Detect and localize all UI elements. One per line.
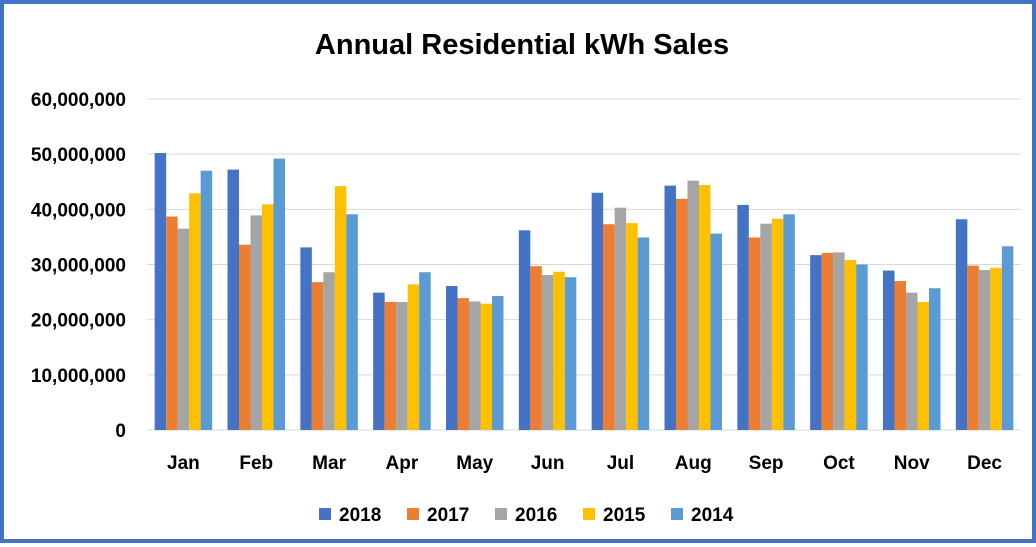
bar-jun-2014 xyxy=(564,277,577,430)
y-tick-label: 60,000,000 xyxy=(31,90,126,111)
bar-oct-2014 xyxy=(856,264,868,430)
bar-may-2014 xyxy=(492,295,504,430)
bar-dec-2014 xyxy=(1001,246,1014,430)
bar-feb-2015 xyxy=(262,204,274,430)
bar-dec-2018 xyxy=(955,219,968,430)
bar-mar-2014 xyxy=(346,214,358,430)
x-tick-label: Jun xyxy=(531,453,565,474)
x-tick-label: Sep xyxy=(749,453,784,474)
bar-apr-2017 xyxy=(384,302,397,430)
bar-oct-2018 xyxy=(810,255,822,430)
bar-mar-2015 xyxy=(334,186,347,430)
y-tick-label: 40,000,000 xyxy=(31,200,126,221)
legend-label: 2014 xyxy=(691,505,734,526)
legend-label: 2015 xyxy=(603,505,646,526)
x-tick-label: Dec xyxy=(967,453,1002,474)
bar-mar-2018 xyxy=(300,247,312,430)
bar-dec-2015 xyxy=(990,267,1002,430)
bar-jan-2016 xyxy=(177,228,190,430)
x-tick-label: Nov xyxy=(894,453,930,474)
bar-nov-2017 xyxy=(894,281,906,430)
bar-jul-2018 xyxy=(591,192,604,430)
bars xyxy=(154,153,1014,430)
bar-dec-2017 xyxy=(967,265,979,430)
bar-may-2017 xyxy=(457,298,469,430)
bar-may-2016 xyxy=(469,301,481,430)
bar-apr-2016 xyxy=(396,302,408,430)
bar-nov-2018 xyxy=(883,270,895,430)
bar-apr-2015 xyxy=(407,284,420,430)
legend-label: 2016 xyxy=(515,505,557,526)
bar-may-2015 xyxy=(480,303,492,430)
bar-jun-2017 xyxy=(530,266,542,430)
y-tick-label: 30,000,000 xyxy=(31,256,126,277)
y-tick-label: 0 xyxy=(115,421,126,442)
legend-label: 2017 xyxy=(427,505,469,526)
legend-swatch-2017 xyxy=(407,508,419,520)
bar-sep-2016 xyxy=(760,223,772,430)
x-tick-label: Feb xyxy=(239,453,273,474)
x-tick-label: Aug xyxy=(675,453,712,474)
chart-title: Annual Residential kWh Sales xyxy=(315,29,729,61)
bar-jul-2014 xyxy=(637,237,650,430)
x-tick-label: Mar xyxy=(312,453,346,474)
legend-swatch-2016 xyxy=(495,508,507,520)
bar-sep-2018 xyxy=(737,204,749,430)
bar-aug-2015 xyxy=(699,185,711,430)
bar-feb-2016 xyxy=(250,215,262,430)
bar-nov-2015 xyxy=(917,302,929,430)
x-tick-label: Apr xyxy=(386,453,419,474)
bar-aug-2014 xyxy=(710,233,722,430)
bar-feb-2018 xyxy=(227,169,239,430)
bar-nov-2016 xyxy=(906,292,918,430)
bar-apr-2018 xyxy=(373,292,385,430)
bar-jul-2017 xyxy=(603,224,615,430)
bar-may-2018 xyxy=(446,286,458,430)
bar-feb-2014 xyxy=(273,158,285,430)
legend-swatch-2018 xyxy=(319,508,331,520)
legend-swatch-2015 xyxy=(583,508,595,520)
x-tick-label: Jul xyxy=(607,453,634,474)
bar-oct-2017 xyxy=(821,252,834,430)
bar-oct-2016 xyxy=(833,252,845,430)
bar-sep-2014 xyxy=(783,214,795,430)
bar-aug-2017 xyxy=(676,198,688,430)
bar-jan-2014 xyxy=(200,170,213,430)
bar-jun-2018 xyxy=(518,230,531,430)
bar-apr-2014 xyxy=(419,272,431,430)
legend-label: 2018 xyxy=(339,505,381,526)
y-tick-label: 20,000,000 xyxy=(31,311,126,332)
bar-jan-2015 xyxy=(189,193,201,430)
bar-mar-2017 xyxy=(311,282,324,430)
y-axis-ticks: 0 10,000,000 20,000,000 30,000,000 40,000,00… xyxy=(31,90,126,442)
legend: 2018 2017 2016 2015 2014 xyxy=(319,505,734,526)
bar-feb-2017 xyxy=(239,244,251,430)
bar-jun-2015 xyxy=(553,271,565,430)
legend-swatch-2014 xyxy=(671,508,683,520)
y-tick-label: 50,000,000 xyxy=(31,145,126,166)
chart-svg: Annual Residential kWh Sales 0 10,000,000… xyxy=(31,29,1021,526)
bar-sep-2015 xyxy=(771,218,784,430)
bar-jan-2017 xyxy=(166,216,178,430)
bar-sep-2017 xyxy=(748,237,761,430)
bar-jan-2018 xyxy=(154,153,167,430)
x-tick-label: Oct xyxy=(823,453,855,474)
bar-jul-2016 xyxy=(614,207,627,430)
x-tick-label: May xyxy=(456,453,493,474)
bar-aug-2018 xyxy=(664,185,676,430)
x-tick-label: Jan xyxy=(167,453,200,474)
x-axis-ticks: Jan Feb Mar Apr May Jun Jul Aug Sep Oct Nov Dec xyxy=(167,453,1002,474)
bar-oct-2015 xyxy=(844,260,857,430)
y-tick-label: 10,000,000 xyxy=(31,366,126,387)
bar-jul-2015 xyxy=(626,223,638,430)
gridlines xyxy=(147,98,1021,431)
bar-nov-2014 xyxy=(929,288,941,430)
bar-dec-2016 xyxy=(978,270,991,430)
bar-jun-2016 xyxy=(541,274,554,430)
bar-aug-2016 xyxy=(687,180,699,430)
bar-mar-2016 xyxy=(323,272,335,430)
